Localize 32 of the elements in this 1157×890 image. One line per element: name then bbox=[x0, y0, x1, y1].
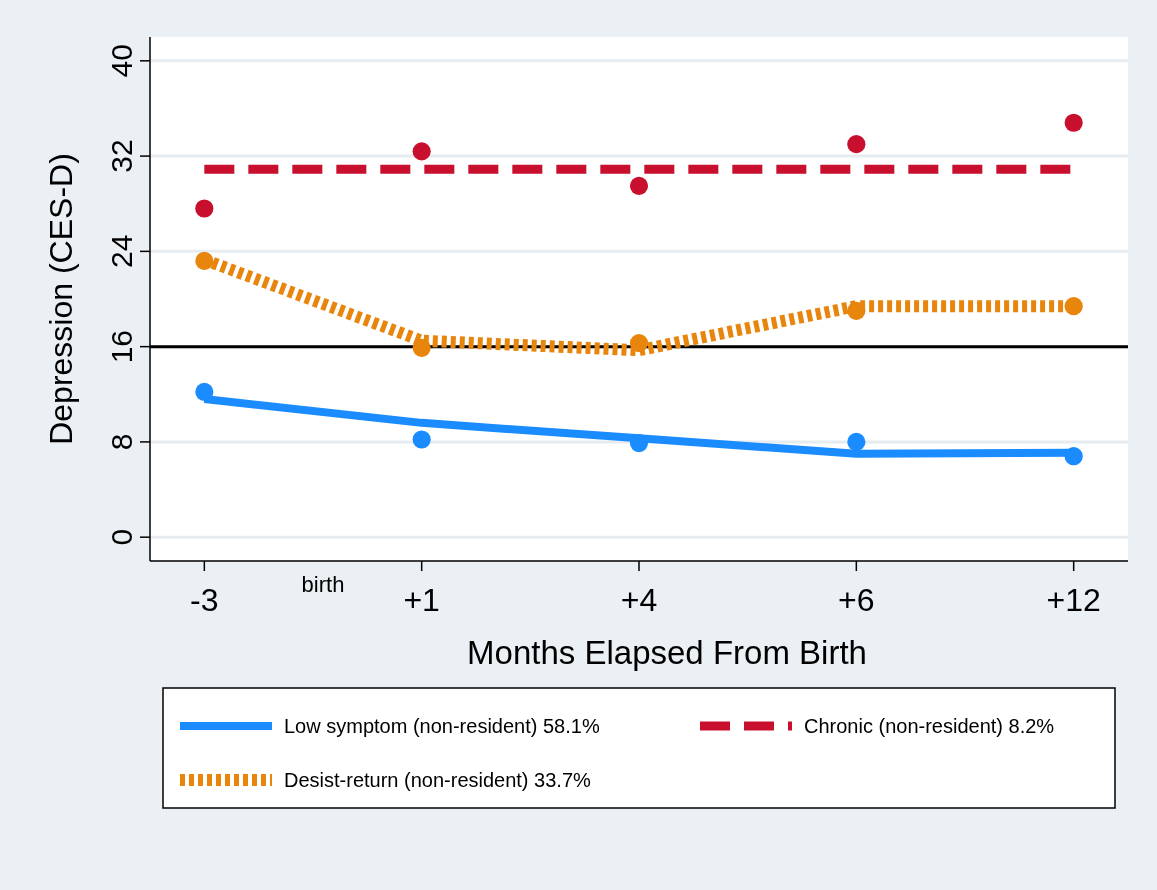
point bbox=[195, 251, 214, 270]
x-tick-label: +4 bbox=[620, 582, 658, 618]
y-tick-label: 0 bbox=[105, 528, 138, 546]
point bbox=[195, 199, 214, 218]
point bbox=[1064, 447, 1083, 466]
point bbox=[412, 338, 431, 357]
y-tick-label: 24 bbox=[105, 234, 138, 269]
y-tick-label: 8 bbox=[105, 433, 138, 451]
legend-label: Low symptom (non-resident) 58.1% bbox=[284, 715, 600, 737]
legend-label: Chronic (non-resident) 8.2% bbox=[804, 715, 1055, 737]
x-tick-label: +12 bbox=[1046, 582, 1101, 618]
point bbox=[412, 142, 431, 161]
x-axis-title: Months Elapsed From Birth bbox=[467, 634, 867, 671]
legend-label: Desist-return (non-resident) 33.7% bbox=[284, 769, 592, 791]
text: birth bbox=[301, 572, 345, 597]
x-tick-label: +1 bbox=[403, 582, 440, 618]
y-tick-label: 32 bbox=[105, 139, 138, 173]
point bbox=[1064, 297, 1083, 316]
point bbox=[629, 434, 649, 453]
y-tick-label: 16 bbox=[105, 329, 138, 364]
point bbox=[847, 432, 866, 451]
point bbox=[1064, 113, 1083, 132]
y-axis-title: Depression (CES-D) bbox=[43, 153, 79, 445]
point bbox=[629, 333, 649, 353]
point bbox=[195, 382, 214, 401]
x-tick-label: +6 bbox=[838, 582, 875, 618]
point bbox=[629, 176, 649, 195]
point bbox=[847, 135, 866, 154]
point bbox=[847, 301, 866, 320]
x-tick-label: -3 bbox=[190, 582, 219, 618]
y-tick-label: 40 bbox=[105, 44, 138, 78]
point bbox=[412, 430, 431, 449]
